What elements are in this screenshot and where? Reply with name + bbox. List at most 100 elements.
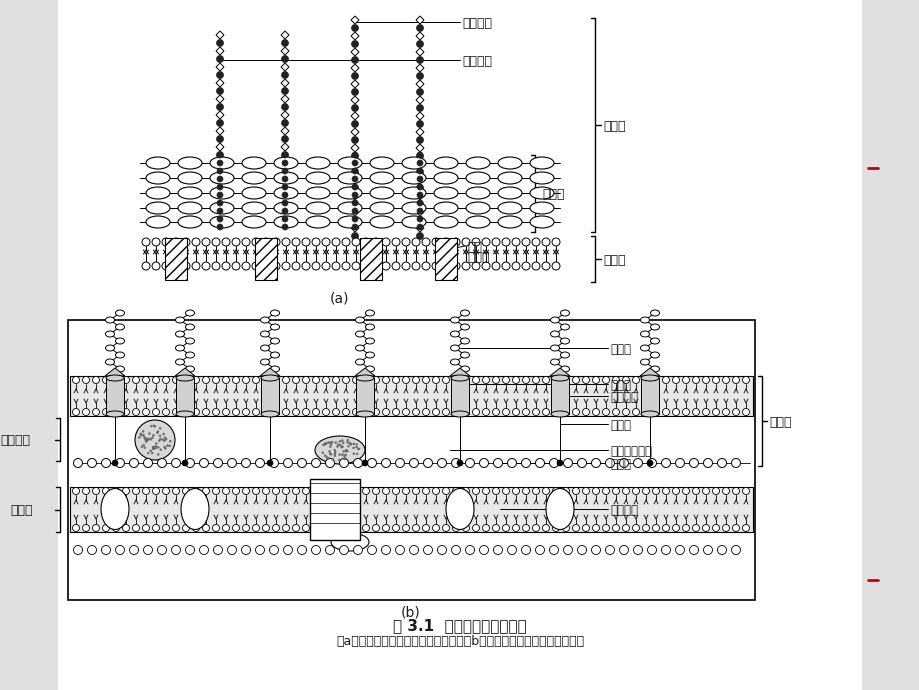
Circle shape <box>422 238 429 246</box>
Polygon shape <box>351 160 358 168</box>
Bar <box>356 378 374 414</box>
Circle shape <box>338 459 340 461</box>
Ellipse shape <box>450 331 459 337</box>
Polygon shape <box>415 80 424 88</box>
Circle shape <box>255 546 265 555</box>
Ellipse shape <box>497 202 521 214</box>
Circle shape <box>342 524 349 531</box>
Ellipse shape <box>550 317 559 323</box>
Circle shape <box>157 446 159 448</box>
Polygon shape <box>280 95 289 103</box>
Circle shape <box>432 377 439 384</box>
Circle shape <box>442 408 449 415</box>
Ellipse shape <box>529 187 553 199</box>
Ellipse shape <box>261 375 278 381</box>
Circle shape <box>162 262 170 270</box>
Circle shape <box>162 238 170 246</box>
Circle shape <box>153 425 154 427</box>
Circle shape <box>422 408 429 415</box>
Circle shape <box>122 408 130 415</box>
Circle shape <box>512 408 519 415</box>
Circle shape <box>711 524 719 531</box>
Circle shape <box>182 460 187 466</box>
Circle shape <box>163 377 169 384</box>
Ellipse shape <box>274 187 298 199</box>
Circle shape <box>512 377 519 384</box>
Polygon shape <box>216 143 223 151</box>
Polygon shape <box>351 16 358 24</box>
Polygon shape <box>415 192 424 200</box>
Circle shape <box>173 488 179 495</box>
Bar <box>861 0 919 690</box>
Circle shape <box>252 524 259 531</box>
Circle shape <box>351 104 358 112</box>
Ellipse shape <box>306 202 330 214</box>
Circle shape <box>222 488 229 495</box>
Circle shape <box>269 458 278 468</box>
Circle shape <box>281 152 289 159</box>
Circle shape <box>702 524 709 531</box>
Circle shape <box>154 445 156 447</box>
Ellipse shape <box>641 375 658 381</box>
Circle shape <box>416 216 423 222</box>
Circle shape <box>549 546 558 555</box>
Circle shape <box>682 524 688 531</box>
Circle shape <box>93 524 99 531</box>
Circle shape <box>324 442 326 444</box>
Circle shape <box>352 168 357 174</box>
Circle shape <box>186 458 194 468</box>
Ellipse shape <box>497 187 521 199</box>
Circle shape <box>345 454 346 456</box>
Circle shape <box>342 377 349 384</box>
Circle shape <box>641 524 649 531</box>
Circle shape <box>343 455 345 457</box>
Circle shape <box>291 238 300 246</box>
Circle shape <box>148 433 150 435</box>
Circle shape <box>122 377 130 384</box>
Circle shape <box>562 377 569 384</box>
Circle shape <box>416 192 423 198</box>
Ellipse shape <box>650 366 659 372</box>
Circle shape <box>233 488 239 495</box>
Circle shape <box>416 208 423 214</box>
Circle shape <box>83 377 89 384</box>
Ellipse shape <box>497 216 521 228</box>
Polygon shape <box>280 79 289 87</box>
Ellipse shape <box>560 324 569 330</box>
Circle shape <box>262 488 269 495</box>
Circle shape <box>372 524 380 531</box>
Text: 脂蛋白: 脂蛋白 <box>609 419 630 432</box>
Circle shape <box>166 444 168 446</box>
Polygon shape <box>415 112 424 120</box>
Ellipse shape <box>650 310 659 316</box>
Circle shape <box>522 488 529 495</box>
Circle shape <box>323 455 326 457</box>
Circle shape <box>216 72 223 79</box>
Ellipse shape <box>176 331 185 337</box>
Polygon shape <box>216 95 223 103</box>
Circle shape <box>153 488 159 495</box>
Ellipse shape <box>529 157 553 169</box>
Circle shape <box>641 408 649 415</box>
Text: 脂质双层: 脂质双层 <box>609 391 637 404</box>
Circle shape <box>412 408 419 415</box>
Circle shape <box>692 488 698 495</box>
Circle shape <box>682 488 688 495</box>
Circle shape <box>355 446 357 448</box>
Circle shape <box>542 408 549 415</box>
Circle shape <box>122 524 130 531</box>
Circle shape <box>351 137 358 144</box>
Circle shape <box>329 453 331 455</box>
Circle shape <box>262 262 269 270</box>
Circle shape <box>165 447 166 449</box>
Circle shape <box>352 224 357 230</box>
Circle shape <box>281 135 289 143</box>
Circle shape <box>325 458 335 468</box>
Circle shape <box>332 238 340 246</box>
Circle shape <box>602 524 608 531</box>
Circle shape <box>297 458 306 468</box>
Circle shape <box>441 238 449 246</box>
Bar <box>165 238 187 280</box>
Ellipse shape <box>186 324 194 330</box>
Circle shape <box>541 238 550 246</box>
